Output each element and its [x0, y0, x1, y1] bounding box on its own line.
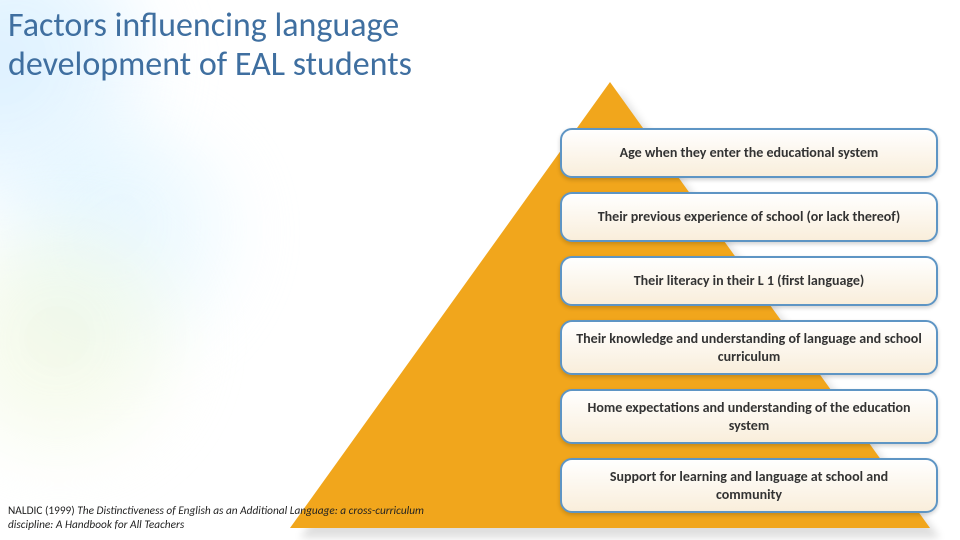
slide: Factors influencing language development… — [0, 0, 960, 540]
bg-blob-blue-2 — [0, 120, 260, 380]
factor-item: Age when they enter the educational syst… — [560, 128, 938, 178]
factor-item: Their knowledge and understanding of lan… — [560, 320, 938, 375]
slide-title: Factors influencing language development… — [8, 6, 528, 84]
citation: NALDIC (1999) The Distinctiveness of Eng… — [8, 504, 428, 532]
bg-blob-green — [0, 220, 200, 480]
factor-item: Support for learning and language at sch… — [560, 458, 938, 513]
factor-item: Their literacy in their L 1 (first langu… — [560, 256, 938, 306]
factors-list: Age when they enter the educational syst… — [560, 128, 938, 513]
factor-item: Their previous experience of school (or … — [560, 192, 938, 242]
factor-item: Home expectations and understanding of t… — [560, 389, 938, 444]
citation-lead: NALDIC (1999) — [8, 504, 77, 518]
